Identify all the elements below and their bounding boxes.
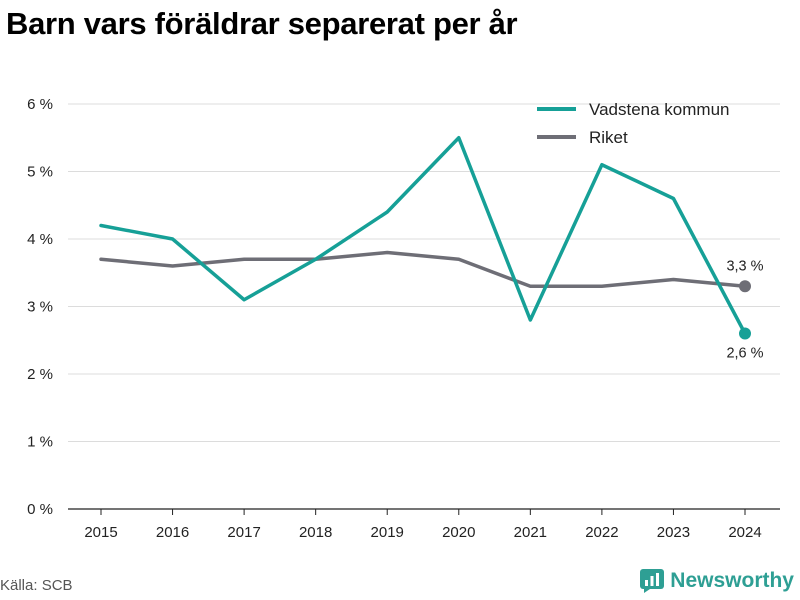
end-point-riket [739,280,751,293]
legend-label: Riket [589,128,628,147]
brand-name: Newsworthy [670,569,794,592]
x-tick-label: 2022 [585,524,618,541]
y-tick-label: 2 % [27,366,53,383]
x-tick-label: 2017 [227,524,260,541]
series-line-riket [99,250,747,288]
y-tick-label: 1 % [27,434,53,451]
series-line-vadstena [99,136,747,336]
y-tick-label: 5 % [27,164,53,181]
end-label-riket: 3,3 % [726,258,763,274]
y-tick-label: 3 % [27,299,53,316]
x-tick-label: 2021 [514,524,547,541]
y-tick-label: 6 % [27,96,53,113]
x-tick-label: 2023 [657,524,690,541]
end-label-vadstena: 2,6 % [726,346,763,362]
chart-title: Barn vars föräldrar separerat per år [6,6,518,41]
brand[interactable]: Newsworthy [640,569,794,593]
x-tick-label: 2019 [371,524,404,541]
x-tick-label: 2018 [299,524,332,541]
grid-lines [68,103,780,442]
end-labels: 2,6 % 3,3 % [726,258,763,361]
x-tick-label: 2024 [728,524,761,541]
end-point-vadstena [739,327,751,340]
x-tick-label: 2015 [84,524,117,541]
source-note: Källa: SCB [0,577,73,594]
series-lines [99,136,751,340]
legend: Vadstena kommun Riket [537,100,729,147]
y-tick-label: 4 % [27,231,53,248]
newsworthy-logo-icon [640,569,665,593]
x-tick-label: 2020 [442,524,475,541]
axes: 0 % 1 % 2 % 3 % 4 % 5 % 6 % 2015 2016 2017 2018 201… [27,96,780,541]
y-tick-label: 0 % [27,501,53,518]
x-tick-label: 2016 [156,524,189,541]
legend-label: Vadstena kommun [589,100,729,119]
